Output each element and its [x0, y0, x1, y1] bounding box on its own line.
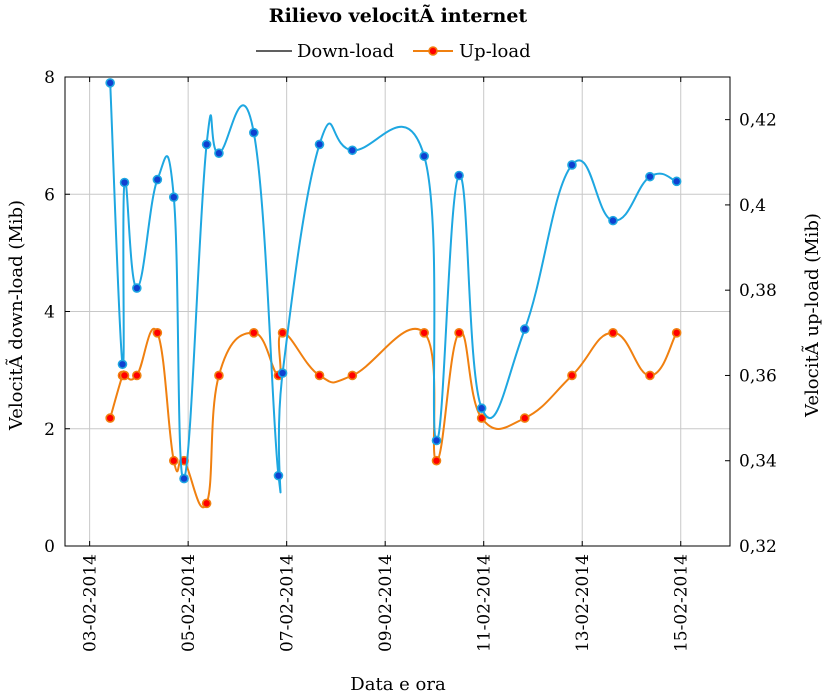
up-load-line — [109, 327, 678, 509]
grid — [65, 76, 730, 547]
down-load-point — [419, 151, 429, 161]
down-load-point — [214, 148, 224, 159]
up-load-point — [277, 328, 288, 338]
legend-marker-up-load — [428, 46, 438, 56]
y-left-tick-label: 6 — [44, 185, 55, 205]
up-load-point — [201, 498, 212, 509]
up-load-point — [645, 370, 655, 381]
x-axis-label: Data e ora — [350, 674, 446, 695]
up-load-point — [476, 413, 487, 423]
down-load-point — [454, 170, 464, 181]
y-axis-left-label: VelocitÃ down-load (Mib) — [5, 200, 27, 431]
y-right-tick-label: 0,42 — [739, 111, 777, 131]
down-load-point — [168, 192, 179, 202]
y-right-tick-label: 0,36 — [739, 366, 777, 386]
y-right-tick-label: 0,32 — [739, 537, 777, 557]
up-load-point — [314, 370, 325, 381]
x-tick-label: 11-02-2014 — [475, 554, 495, 652]
y-right-tick-label: 0,38 — [739, 281, 777, 301]
x-tick-label: 03-02-2014 — [81, 554, 101, 652]
series-layer — [105, 78, 682, 509]
down-load-point — [277, 368, 288, 378]
down-load-point — [476, 403, 487, 414]
legend-label-up-load: Up-load — [459, 41, 531, 62]
axes: 03-02-2014 05-02-2014 07-02-2014 09-02-2014… — [44, 68, 777, 652]
down-load-point — [347, 145, 358, 156]
x-tick-label: 15-02-2014 — [672, 554, 692, 652]
down-load-point — [567, 160, 577, 170]
y-left-tick-label: 2 — [44, 420, 55, 440]
up-load-point — [431, 455, 442, 466]
down-load-point — [671, 176, 682, 187]
up-load-point — [168, 455, 179, 466]
y-left-tick-label: 0 — [44, 537, 55, 557]
up-load-point — [519, 413, 530, 423]
up-load-point — [214, 370, 224, 381]
down-load-point — [179, 473, 189, 484]
up-load-point — [132, 370, 142, 381]
chart-title: Rilievo velocitÃ internet — [269, 4, 528, 27]
up-load-point — [152, 328, 163, 338]
y-left-tick-label: 4 — [44, 303, 55, 323]
up-load-point — [608, 328, 618, 338]
up-load-point — [119, 370, 130, 381]
down-load-line — [109, 82, 677, 494]
down-load-point — [608, 215, 618, 226]
legend-label-down-load: Down-load — [297, 41, 394, 62]
x-tick-label: 09-02-2014 — [376, 554, 396, 652]
down-load-point — [132, 283, 142, 293]
up-load-point — [419, 328, 429, 338]
up-load-point — [249, 328, 259, 338]
down-load-point — [249, 127, 259, 138]
down-load-point — [117, 359, 128, 370]
up-load-point — [105, 413, 115, 423]
legend: Down-load Up-load — [256, 41, 531, 62]
up-load-point — [567, 370, 577, 381]
down-load-point — [519, 324, 530, 334]
down-load-point — [645, 171, 655, 182]
y-right-tick-label: 0,4 — [739, 196, 766, 216]
y-left-tick-label: 8 — [44, 68, 55, 88]
up-load-point — [347, 370, 358, 381]
up-load-point — [454, 328, 464, 338]
down-load-point — [119, 177, 130, 188]
down-load-point — [431, 435, 442, 446]
up-load-point — [671, 328, 682, 338]
down-load-point — [105, 78, 115, 88]
x-tick-label: 13-02-2014 — [573, 554, 593, 652]
down-load-point — [201, 139, 212, 150]
x-tick-label: 07-02-2014 — [278, 554, 298, 652]
down-load-point — [273, 470, 284, 481]
down-load-point — [152, 174, 163, 185]
y-right-tick-label: 0,34 — [739, 452, 777, 472]
down-load-point — [314, 139, 325, 150]
x-tick-label: 05-02-2014 — [179, 554, 199, 652]
y-axis-right-label: VelocitÃ up-load (Mib) — [801, 213, 823, 418]
